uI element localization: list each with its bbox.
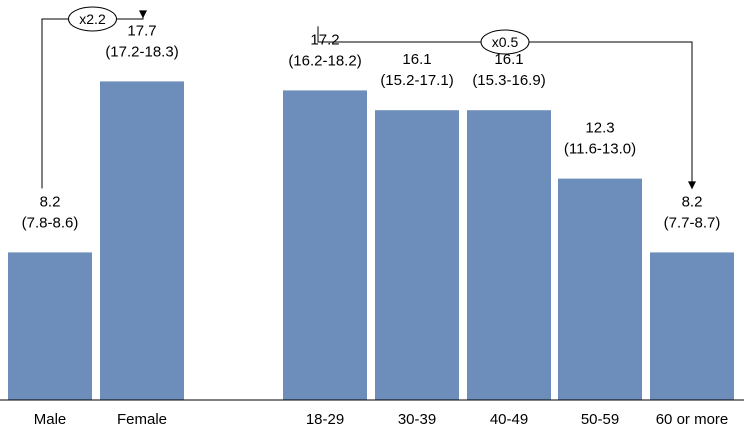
comparison-brackets: x2.2 x0.5 bbox=[41, 6, 696, 190]
bar-ci-label: (15.3-16.9) bbox=[472, 72, 545, 89]
comparison-ratio-badge bbox=[480, 29, 530, 55]
bar-value-label: 17.7 bbox=[127, 22, 156, 39]
bar-value-label: 17.2 bbox=[310, 31, 339, 48]
bar bbox=[283, 90, 367, 401]
bar-ci-label: (7.8-8.6) bbox=[22, 214, 79, 231]
comparison-ratio-label: x2.2 bbox=[79, 11, 106, 27]
bar-value-label: 16.1 bbox=[494, 51, 523, 68]
bar-ci-label: (17.2-18.3) bbox=[105, 43, 178, 60]
bar bbox=[375, 110, 459, 400]
x-tick-label: 18-29 bbox=[306, 411, 344, 426]
x-tick-label: 50-59 bbox=[581, 411, 619, 426]
bar-ci-label: (16.2-18.2) bbox=[288, 52, 361, 69]
bar-value-label: 12.3 bbox=[585, 120, 614, 137]
bar bbox=[100, 81, 184, 401]
bar-ci-label: (7.7-8.7) bbox=[664, 214, 721, 231]
bar bbox=[558, 178, 642, 400]
ticks-layer: Male Female 18-29 30-39 40-49 50-59 60 or more bbox=[34, 411, 729, 426]
bar-value-label: 8.2 bbox=[682, 193, 703, 210]
x-tick-label: 60 or more bbox=[656, 411, 729, 426]
comparison-ratio-badge bbox=[68, 6, 117, 32]
comparison-ratio-label: x0.5 bbox=[492, 34, 519, 50]
bar-value-label: 8.2 bbox=[40, 193, 61, 210]
bar-ci-label: (11.6-13.0) bbox=[564, 141, 636, 158]
bar-value-label: 16.1 bbox=[402, 51, 431, 68]
comparison-arrowhead bbox=[688, 181, 696, 190]
bars-layer bbox=[8, 81, 734, 401]
bar bbox=[8, 252, 92, 400]
bar-ci-label: (15.2-17.1) bbox=[380, 72, 453, 89]
bar bbox=[650, 252, 734, 400]
x-tick-label: Female bbox=[117, 411, 167, 426]
x-tick-label: 40-49 bbox=[490, 411, 528, 426]
comparison-arrowhead bbox=[139, 10, 147, 19]
x-tick-label: 30-39 bbox=[398, 411, 436, 426]
labels-layer: 8.2 (7.8-8.6) 17.7 (17.2-18.3) 17.2 (16.2-18.… bbox=[22, 22, 721, 231]
x-tick-label: Male bbox=[34, 411, 67, 426]
bar bbox=[467, 110, 551, 400]
